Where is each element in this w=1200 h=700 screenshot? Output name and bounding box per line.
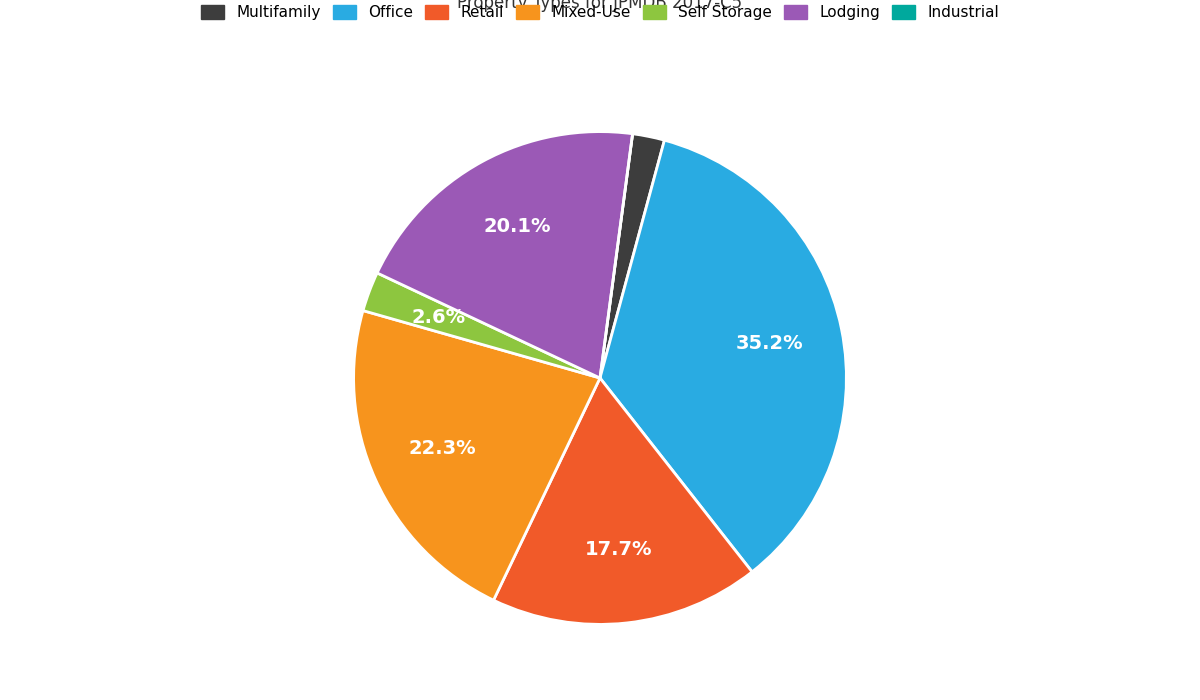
Wedge shape xyxy=(354,311,600,600)
Wedge shape xyxy=(364,273,600,378)
Legend: Multifamily, Office, Retail, Mixed-Use, Self Storage, Lodging, Industrial: Multifamily, Office, Retail, Mixed-Use, … xyxy=(193,0,1007,28)
Title: Property Types for JPMDB 2017-C5: Property Types for JPMDB 2017-C5 xyxy=(457,0,743,11)
Text: 35.2%: 35.2% xyxy=(736,334,803,354)
Wedge shape xyxy=(600,134,665,378)
Text: 22.3%: 22.3% xyxy=(409,440,476,459)
Text: 20.1%: 20.1% xyxy=(484,217,551,236)
Wedge shape xyxy=(600,140,846,572)
Text: 2.6%: 2.6% xyxy=(412,308,466,327)
Wedge shape xyxy=(600,134,632,378)
Wedge shape xyxy=(377,132,632,378)
Wedge shape xyxy=(493,378,752,624)
Text: 17.7%: 17.7% xyxy=(586,540,653,559)
